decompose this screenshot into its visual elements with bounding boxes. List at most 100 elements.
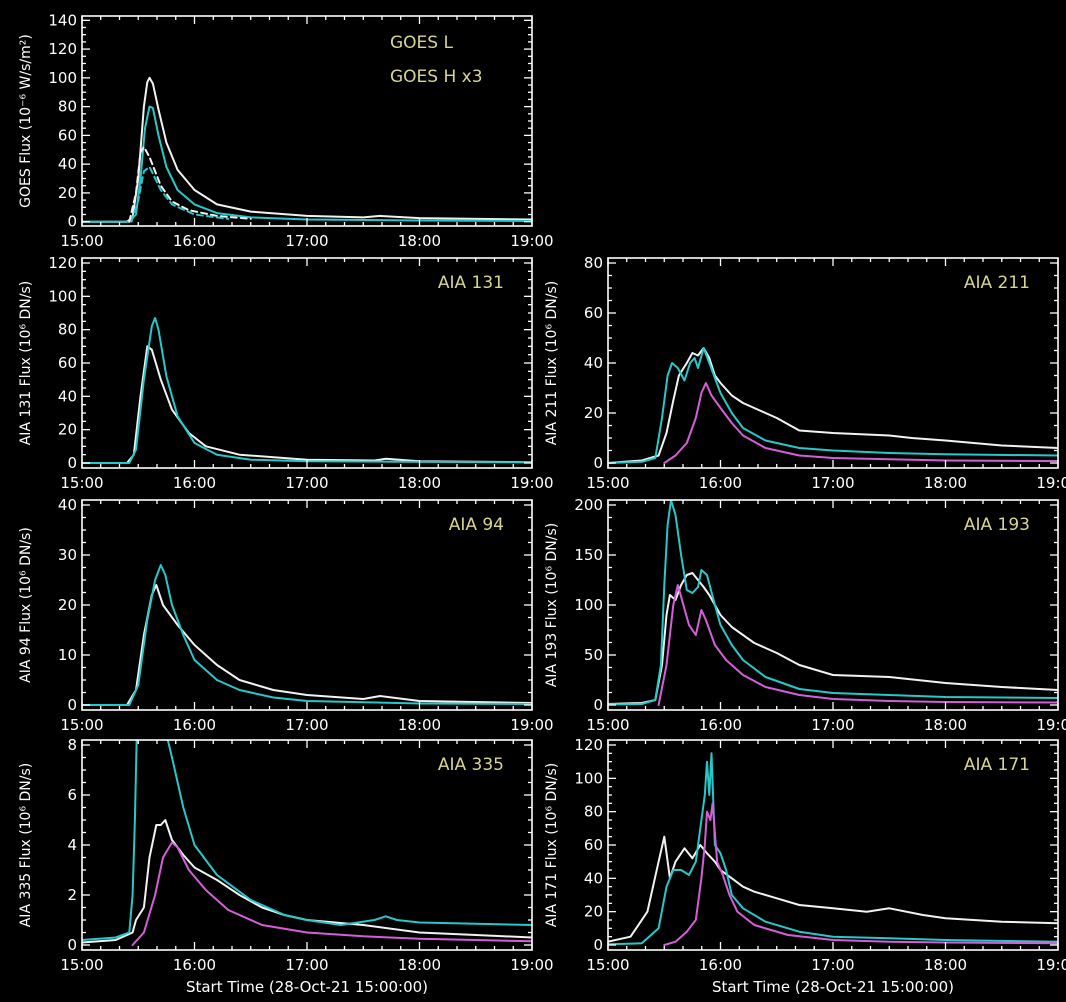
panel-label: AIA 211: [964, 273, 1030, 293]
series-line-magenta-2: [131, 841, 532, 946]
y-tick-label: 100: [48, 287, 77, 305]
y-tick-label: 0: [67, 696, 77, 714]
panel-label: AIA 94: [449, 515, 504, 535]
x-tick-label: 19:00: [1036, 474, 1066, 492]
y-tick-label: 80: [584, 254, 603, 272]
plot-frame: [81, 15, 533, 227]
y-tick-label: 0: [593, 696, 603, 714]
y-tick-label: 20: [58, 184, 77, 202]
series-line-white-dashed-2: [128, 145, 252, 223]
x-tick-label: 17:00: [285, 232, 328, 250]
y-tick-label: 100: [574, 769, 603, 787]
y-tick-label: 0: [67, 454, 77, 472]
x-tick-label: 15:00: [60, 474, 103, 492]
x-tick-label: 19:00: [510, 232, 553, 250]
y-axis-label: AIA 335 Flux (10⁶ DN/s): [18, 763, 34, 928]
x-tick-label: 18:00: [398, 474, 441, 492]
x-tick-label: 17:00: [285, 716, 328, 734]
x-tick-label: 15:00: [60, 716, 103, 734]
x-tick-label: 16:00: [173, 956, 216, 974]
y-tick-label: 0: [593, 454, 603, 472]
series-line-white-0: [82, 584, 532, 706]
y-tick-label: 80: [584, 803, 603, 821]
series-line-white-0: [608, 347, 1058, 464]
x-axis-label: Start Time (28-Oct-21 15:00:00): [712, 978, 954, 996]
x-tick-label: 16:00: [173, 716, 216, 734]
y-tick-label: 20: [584, 903, 603, 921]
y-tick-label: 0: [67, 213, 77, 231]
x-tick-label: 19:00: [1036, 956, 1066, 974]
legend-entry: GOES L: [390, 33, 453, 53]
y-tick-label: 20: [58, 596, 77, 614]
x-tick-label: 17:00: [811, 474, 854, 492]
y-tick-label: 60: [58, 126, 77, 144]
x-tick-label: 16:00: [699, 716, 742, 734]
x-tick-label: 19:00: [510, 956, 553, 974]
y-tick-label: 60: [584, 836, 603, 854]
y-tick-label: 30: [58, 546, 77, 564]
y-tick-label: 2: [67, 886, 77, 904]
x-tick-label: 16:00: [699, 474, 742, 492]
x-tick-label: 15:00: [586, 474, 629, 492]
y-tick-label: 80: [58, 321, 77, 339]
x-tick-label: 15:00: [60, 956, 103, 974]
x-tick-label: 18:00: [398, 956, 441, 974]
x-tick-label: 15:00: [60, 232, 103, 250]
panel-label: AIA 171: [964, 755, 1030, 775]
series-line-white-0: [82, 345, 532, 464]
y-axis-label: AIA 211 Flux (10⁶ DN/s): [544, 281, 560, 446]
series-line-cyan-dashed-3: [130, 166, 230, 223]
panel-label: AIA 193: [964, 515, 1030, 535]
y-tick-label: 140: [48, 11, 77, 29]
x-tick-label: 15:00: [586, 716, 629, 734]
series-line-magenta-2: [663, 802, 1058, 946]
series-line-cyan-1: [608, 347, 1058, 464]
chart-panel-aia193: 0 50 100 150 200 15:00 16:00 17:00 18:00 19:00 AIA…: [544, 496, 1066, 734]
x-tick-label: 18:00: [398, 716, 441, 734]
series-line-cyan-1: [82, 105, 532, 223]
y-tick-label: 20: [584, 404, 603, 422]
series-line-magenta-2: [657, 584, 1058, 706]
chart-panel-aia131: 0 20 40 60 80 100 120 15:00 16:00 17:00 18:00 19:00…: [18, 254, 554, 492]
y-axis-label: AIA 171 Flux (10⁶ DN/s): [544, 763, 560, 928]
y-tick-label: 80: [58, 98, 77, 116]
panel-label: AIA 131: [438, 273, 504, 293]
y-axis-label: AIA 193 Flux (10⁶ DN/s): [544, 523, 560, 688]
series-line-white-0: [82, 76, 532, 223]
x-axis-label: Start Time (28-Oct-21 15:00:00): [186, 978, 428, 996]
y-axis-label: AIA 131 Flux (10⁶ DN/s): [18, 281, 34, 446]
x-tick-label: 17:00: [811, 956, 854, 974]
y-tick-label: 120: [574, 736, 603, 754]
y-tick-label: 120: [48, 254, 77, 272]
y-tick-label: 10: [58, 646, 77, 664]
x-tick-label: 16:00: [173, 474, 216, 492]
panel-label: AIA 335: [438, 755, 504, 775]
x-tick-label: 16:00: [699, 956, 742, 974]
y-tick-label: 4: [67, 836, 77, 854]
y-tick-label: 0: [593, 936, 603, 954]
x-tick-label: 19:00: [510, 716, 553, 734]
series-line-white-0: [82, 819, 532, 944]
x-tick-label: 18:00: [924, 716, 967, 734]
series-line-cyan-1: [608, 500, 1058, 706]
x-tick-label: 16:00: [173, 232, 216, 250]
chart-panel-aia171: 0 20 40 60 80 100 120 15:00 16:00 17:00 18:00 19:00…: [544, 736, 1066, 996]
series-line-cyan-1: [82, 564, 532, 706]
y-tick-label: 6: [67, 786, 77, 804]
chart-panel-aia94: 0 10 20 30 40 15:00 16:00 17:00 18:00 19:00 AIA 94…: [18, 496, 554, 734]
x-tick-label: 17:00: [811, 716, 854, 734]
series-line-cyan-1: [82, 317, 532, 464]
y-tick-label: 40: [584, 869, 603, 887]
y-tick-label: 50: [584, 646, 603, 664]
chart-panel-aia335: 0 2 4 6 8 15:00 16:00 17:00 18:00 19:00 AIA 335 Fl…: [18, 736, 554, 996]
x-tick-label: 18:00: [398, 232, 441, 250]
y-tick-label: 20: [58, 421, 77, 439]
y-tick-label: 100: [48, 69, 77, 87]
series-line-white-0: [608, 572, 1058, 705]
legend-entry: GOES H x3: [390, 67, 483, 87]
series-line-white-0: [608, 835, 1058, 943]
y-tick-label: 150: [574, 546, 603, 564]
y-tick-label: 40: [58, 387, 77, 405]
x-tick-label: 18:00: [924, 956, 967, 974]
x-tick-label: 17:00: [285, 474, 328, 492]
